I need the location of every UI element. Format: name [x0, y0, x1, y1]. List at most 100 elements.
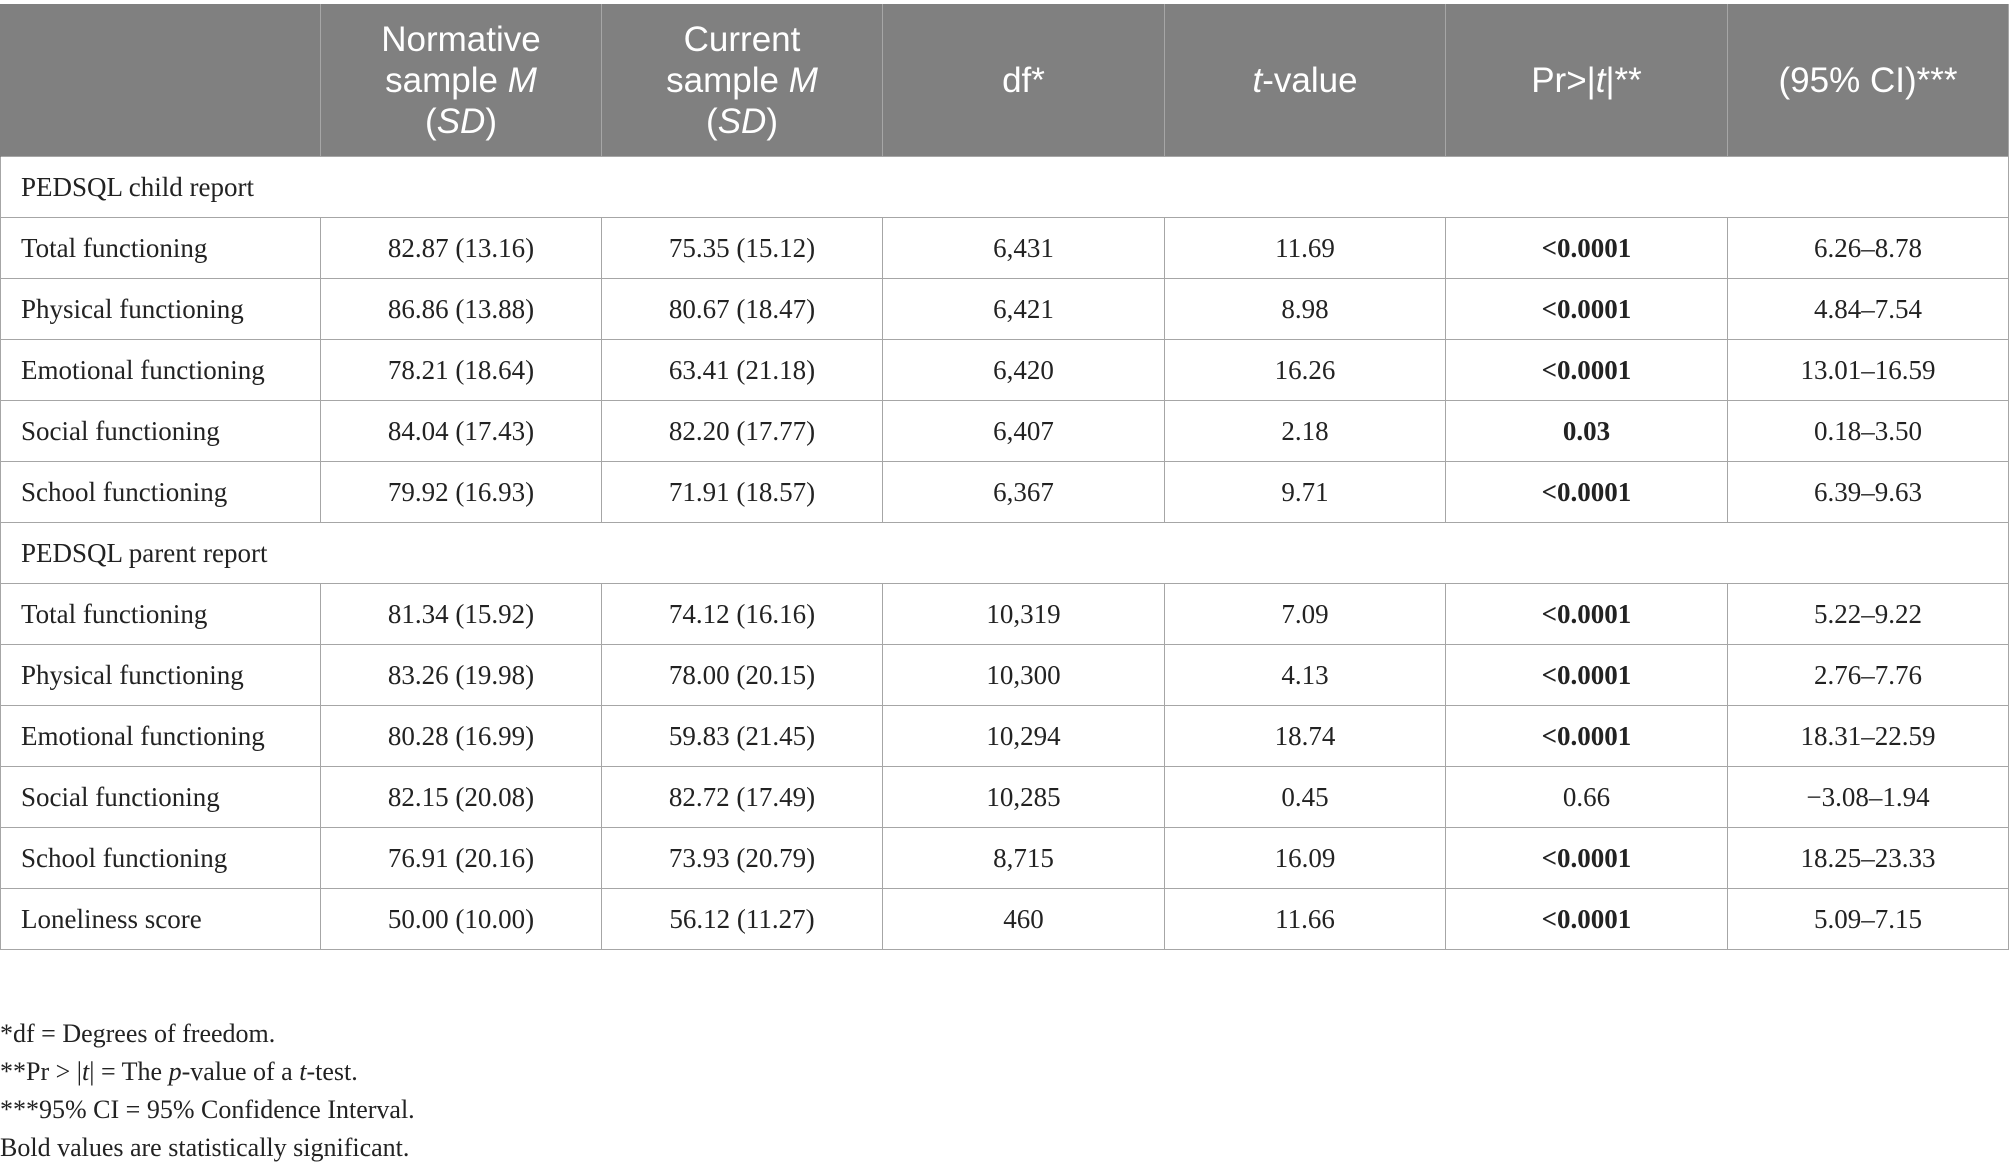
df-cell: 6,367: [882, 461, 1165, 523]
current-cell: 63.41 (21.18): [601, 339, 883, 401]
row-label: School functioning: [0, 827, 321, 889]
df-cell: 6,431: [882, 217, 1165, 279]
header-df: df*: [882, 4, 1165, 157]
t-value-cell: 4.13: [1164, 644, 1446, 706]
t-value-cell: 11.66: [1164, 888, 1446, 950]
ci-cell: 6.26–8.78: [1727, 217, 2009, 279]
row-label: Emotional functioning: [0, 339, 321, 401]
normative-cell: 80.28 (16.99): [320, 705, 602, 767]
footnote-bold: Bold values are statistically significan…: [0, 1133, 410, 1162]
t-value-cell: 16.09: [1164, 827, 1446, 889]
normative-cell: 82.87 (13.16): [320, 217, 602, 279]
table-header: Normative sample M (SD) Current sample M…: [0, 4, 2009, 157]
normative-cell: 79.92 (16.93): [320, 461, 602, 523]
table-row: Emotional functioning 78.21 (18.64) 63.4…: [0, 339, 2009, 401]
current-cell: 59.83 (21.45): [601, 705, 883, 767]
t-value-cell: 18.74: [1164, 705, 1446, 767]
t-value-cell: 11.69: [1164, 217, 1446, 279]
section-row-child-report: PEDSQL child report: [0, 156, 2009, 218]
header-row: Normative sample M (SD) Current sample M…: [0, 4, 2009, 157]
row-label: Physical functioning: [0, 278, 321, 340]
table-row: Physical functioning 86.86 (13.88) 80.67…: [0, 278, 2009, 340]
ci-cell: 6.39–9.63: [1727, 461, 2009, 523]
p-value-cell: <0.0001: [1445, 705, 1728, 767]
row-label: Social functioning: [0, 766, 321, 828]
table-body: PEDSQL child report Total functioning 82…: [0, 156, 2009, 950]
df-cell: 6,407: [882, 400, 1165, 462]
table-row: School functioning 76.91 (20.16) 73.93 (…: [0, 827, 2009, 889]
df-cell: 8,715: [882, 827, 1165, 889]
current-cell: 71.91 (18.57): [601, 461, 883, 523]
section-title: PEDSQL parent report: [0, 522, 2009, 584]
header-p-value: Pr>|t|**: [1445, 4, 1728, 157]
t-value-cell: 8.98: [1164, 278, 1446, 340]
current-cell: 80.67 (18.47): [601, 278, 883, 340]
header-normative-line3: (SD): [425, 102, 497, 141]
normative-cell: 82.15 (20.08): [320, 766, 602, 828]
p-value-cell: <0.0001: [1445, 827, 1728, 889]
footnote-ci: ***95% CI = 95% Confidence Interval.: [0, 1095, 415, 1124]
current-cell: 82.72 (17.49): [601, 766, 883, 828]
table-row: Total functioning 81.34 (15.92) 74.12 (1…: [0, 583, 2009, 645]
p-value-cell: <0.0001: [1445, 217, 1728, 279]
footnotes: *df = Degrees of freedom. **Pr > |t| = T…: [0, 1015, 415, 1167]
t-value-cell: 9.71: [1164, 461, 1446, 523]
t-value-cell: 0.45: [1164, 766, 1446, 828]
ci-cell: 2.76–7.76: [1727, 644, 2009, 706]
df-cell: 10,285: [882, 766, 1165, 828]
footnote-pr: **Pr > |t| = The p-value of a t-test.: [0, 1057, 358, 1086]
normative-cell: 83.26 (19.98): [320, 644, 602, 706]
table-row: Physical functioning 83.26 (19.98) 78.00…: [0, 644, 2009, 706]
section-title: PEDSQL child report: [0, 156, 2009, 218]
header-current-sample: Current sample M (SD): [601, 4, 883, 157]
footnote-df: *df = Degrees of freedom.: [0, 1019, 276, 1048]
table-row: School functioning 79.92 (16.93) 71.91 (…: [0, 461, 2009, 523]
header-confidence-interval: (95% CI)***: [1727, 4, 2009, 157]
header-normative-line1: Normative: [381, 20, 541, 59]
row-label: Social functioning: [0, 400, 321, 462]
normative-cell: 50.00 (10.00): [320, 888, 602, 950]
table-row: Loneliness score 50.00 (10.00) 56.12 (11…: [0, 888, 2009, 950]
header-current-line1: Current: [683, 20, 801, 59]
df-cell: 10,300: [882, 644, 1165, 706]
table-row: Social functioning 82.15 (20.08) 82.72 (…: [0, 766, 2009, 828]
p-value-cell: <0.0001: [1445, 888, 1728, 950]
ci-cell: 4.84–7.54: [1727, 278, 2009, 340]
normative-cell: 84.04 (17.43): [320, 400, 602, 462]
row-label: Total functioning: [0, 583, 321, 645]
p-value-cell: <0.0001: [1445, 278, 1728, 340]
header-t-value: t-value: [1164, 4, 1446, 157]
ci-cell: 5.09–7.15: [1727, 888, 2009, 950]
ci-cell: 5.22–9.22: [1727, 583, 2009, 645]
section-row-parent-report: PEDSQL parent report: [0, 522, 2009, 584]
row-label: Total functioning: [0, 217, 321, 279]
row-label: Loneliness score: [0, 888, 321, 950]
df-cell: 10,294: [882, 705, 1165, 767]
p-value-cell: <0.0001: [1445, 461, 1728, 523]
header-current-line2: sample M: [666, 61, 818, 100]
p-value-cell: <0.0001: [1445, 583, 1728, 645]
header-current-line3: (SD): [706, 102, 778, 141]
normative-cell: 81.34 (15.92): [320, 583, 602, 645]
row-label: Physical functioning: [0, 644, 321, 706]
p-value-cell: 0.03: [1445, 400, 1728, 462]
df-cell: 6,421: [882, 278, 1165, 340]
table-row: Total functioning 82.87 (13.16) 75.35 (1…: [0, 217, 2009, 279]
header-normative-line2: sample M: [385, 61, 537, 100]
current-cell: 56.12 (11.27): [601, 888, 883, 950]
t-value-cell: 2.18: [1164, 400, 1446, 462]
header-blank: [0, 4, 321, 157]
df-cell: 6,420: [882, 339, 1165, 401]
p-value-cell: <0.0001: [1445, 644, 1728, 706]
ci-cell: 18.25–23.33: [1727, 827, 2009, 889]
t-value-cell: 16.26: [1164, 339, 1446, 401]
row-label: School functioning: [0, 461, 321, 523]
results-table: Normative sample M (SD) Current sample M…: [0, 4, 2009, 950]
normative-cell: 86.86 (13.88): [320, 278, 602, 340]
ci-cell: 0.18–3.50: [1727, 400, 2009, 462]
table-row: Emotional functioning 80.28 (16.99) 59.8…: [0, 705, 2009, 767]
current-cell: 73.93 (20.79): [601, 827, 883, 889]
current-cell: 75.35 (15.12): [601, 217, 883, 279]
row-label: Emotional functioning: [0, 705, 321, 767]
p-value-cell: 0.66: [1445, 766, 1728, 828]
